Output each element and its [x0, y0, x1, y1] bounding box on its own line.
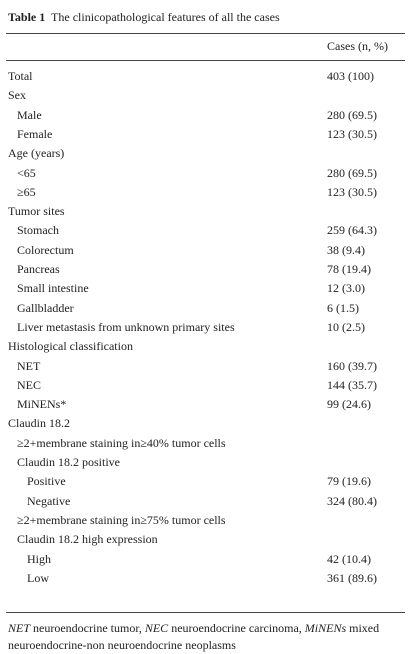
title-text: The clinicopathological features of all … [51, 10, 280, 24]
row-value: 6 (1.5) [327, 300, 359, 315]
row-value: 280 (69.5) [327, 107, 377, 122]
row-label: Liver metastasis from unknown primary si… [17, 319, 235, 334]
row-value: 78 (19.4) [327, 262, 371, 276]
rule [6, 612, 405, 613]
row-value: 42 (10.4) [327, 551, 371, 566]
rule [6, 60, 405, 61]
row-value: 403 (100) [327, 69, 374, 83]
row-label: Claudin 18.2 [8, 416, 70, 431]
row-value: 259 (64.3) [327, 223, 377, 238]
definition: mixed neuroendocrine-non neuroendocrine … [8, 621, 380, 652]
row-value: 99 (24.6) [327, 397, 371, 412]
table-title: Table 1 The clinicopathological features… [8, 10, 280, 24]
row-label: ≥2+membrane staining in≥40% tumor cells [17, 435, 226, 450]
abbreviation: NET [8, 621, 31, 635]
row-label: Small intestine [17, 281, 89, 296]
row-label: MiNENs* [17, 397, 67, 412]
definition: neuroendocrine carcinoma, [171, 621, 302, 635]
row-value: 12 (3.0) [327, 281, 365, 296]
row-label: ≥65 [17, 184, 36, 199]
row-value: 280 (69.5) [327, 165, 377, 180]
row-label: <65 [17, 165, 36, 180]
row-label: NET [17, 358, 41, 373]
row-label: Negative [27, 493, 71, 508]
row-label: ≥2+membrane staining in≥75% tumor cells [17, 512, 226, 527]
row-label: Positive [27, 474, 66, 489]
abbreviation: NEC [144, 621, 169, 635]
row-label: Low [27, 570, 49, 585]
row-value: 160 (39.7) [327, 358, 377, 373]
row-label: Stomach [17, 223, 59, 238]
row-label: Female [17, 126, 53, 141]
rule [6, 33, 405, 34]
row-label: Claudin 18.2 positive [17, 455, 120, 469]
row-value: 324 (80.4) [327, 493, 377, 508]
row-label: Claudin 18.2 high expression [17, 532, 158, 547]
table-number: Table 1 [8, 10, 46, 24]
row-label: Colorectum [17, 242, 74, 257]
definition: neuroendocrine tumor, [33, 621, 142, 635]
row-label: Histological classification [8, 339, 133, 354]
row-label: Sex [8, 88, 26, 103]
row-label: Gallbladder [17, 300, 74, 315]
row-label: Male [17, 107, 42, 122]
row-value: 79 (19.6) [327, 474, 371, 489]
row-value: 123 (30.5) [327, 184, 377, 199]
row-label: High [27, 551, 51, 566]
row-value: 10 (2.5) [327, 319, 365, 334]
row-label: Total [8, 69, 33, 83]
row-label: Tumor sites [8, 204, 65, 219]
row-label: Pancreas [17, 262, 60, 276]
row-value: 123 (30.5) [327, 126, 377, 141]
row-value: 361 (89.6) [327, 570, 377, 585]
row-value: 38 (9.4) [327, 242, 365, 257]
footnote: NET neuroendocrine tumor, NEC neuroendoc… [8, 620, 398, 654]
row-label: Age (years) [8, 146, 65, 161]
row-label: NEC [17, 377, 41, 392]
column-header: Cases (n, %) [327, 39, 388, 53]
row-value: 144 (35.7) [327, 377, 377, 392]
abbreviation: MiNENs [304, 621, 347, 635]
